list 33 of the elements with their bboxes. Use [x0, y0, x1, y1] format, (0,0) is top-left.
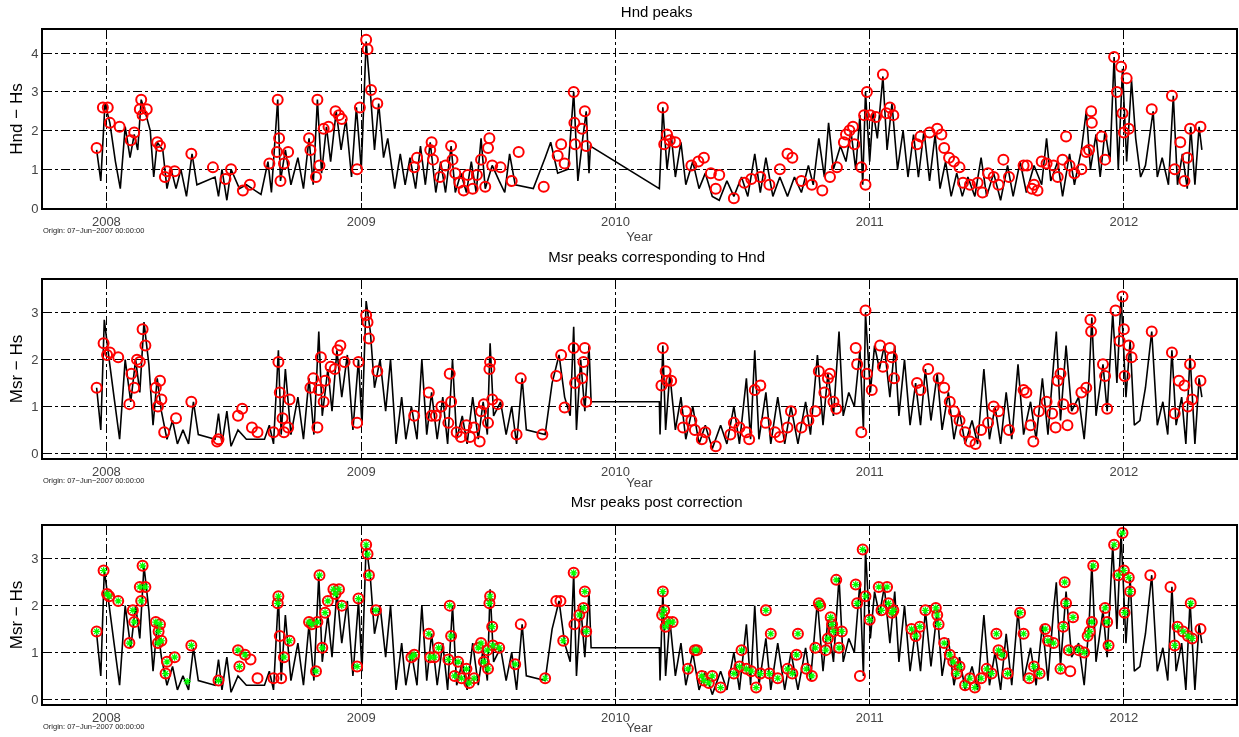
x-tick-label: 2009 [346, 709, 376, 725]
y-tick-label: 2 [31, 123, 39, 139]
x-tick-label: 2008 [91, 463, 121, 479]
y-tick-label: 3 [31, 551, 39, 567]
x-tick-label: 2009 [346, 463, 376, 479]
y-tick-label: 1 [31, 645, 39, 661]
y-tick-label: 0 [31, 200, 39, 216]
chart-title: Msr peaks post correction [570, 492, 743, 510]
y-tick-label: 3 [31, 84, 39, 100]
x-tick-label: 2012 [1109, 709, 1139, 725]
y-tick-label: 3 [31, 305, 39, 321]
y-tick-label: 1 [31, 161, 39, 177]
x-tick-label: 2008 [91, 213, 121, 229]
x-axis-title: Year [626, 228, 654, 244]
y-tick-label: 0 [31, 445, 39, 461]
x-tick-label: 2012 [1109, 213, 1139, 229]
chart-title: Msr peaks corresponding to Hnd [548, 247, 766, 265]
x-tick-label: 2008 [91, 709, 121, 725]
y-axis-title: Msr − Hs [7, 334, 27, 404]
y-tick-label: 4 [31, 45, 39, 61]
y-tick-label: 2 [31, 352, 39, 368]
y-tick-label: 1 [31, 399, 39, 415]
x-tick-label: 2009 [346, 213, 376, 229]
chart-title: Hnd peaks [620, 2, 693, 20]
x-tick-label: 2012 [1109, 463, 1139, 479]
y-tick-label: 2 [31, 598, 39, 614]
x-tick-label: 2011 [855, 709, 884, 725]
x-tick-label: 2011 [855, 463, 884, 479]
y-tick-label: 0 [31, 691, 39, 707]
y-axis-title: Hnd − Hs [7, 83, 27, 155]
y-axis-title: Msr − Hs [7, 580, 27, 650]
x-tick-label: 2011 [855, 213, 884, 229]
x-tick-label: 2010 [601, 213, 630, 229]
